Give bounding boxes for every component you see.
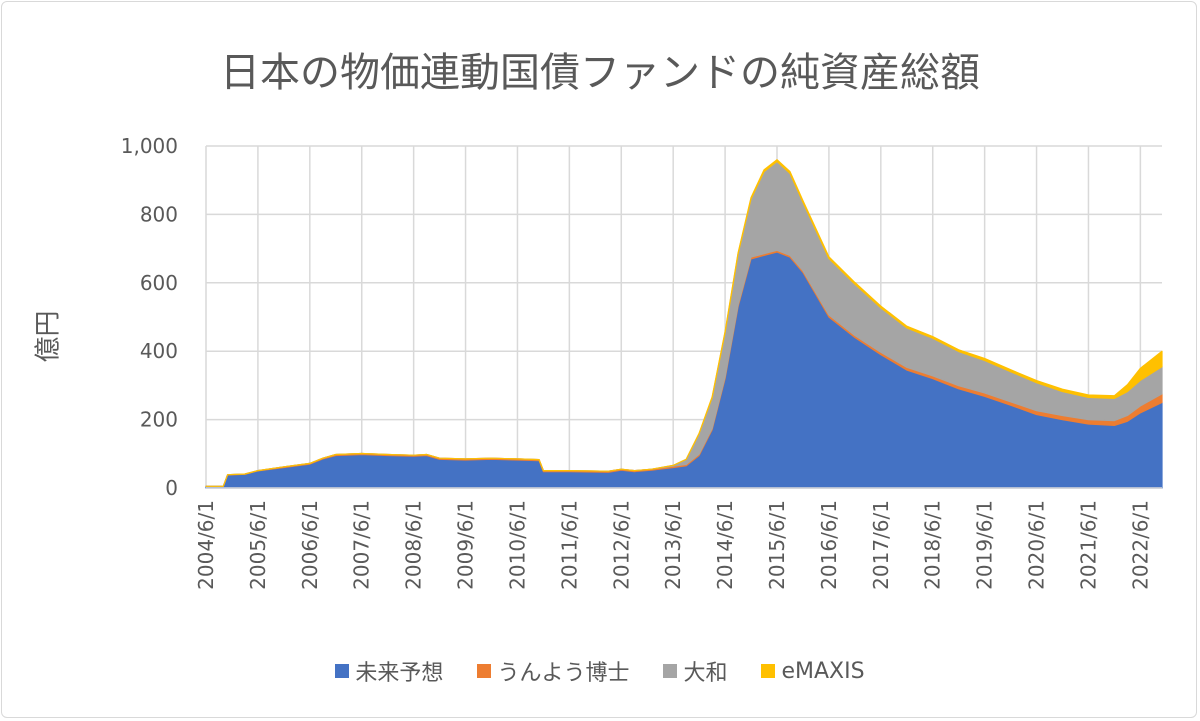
legend-item: 未来予想 bbox=[335, 655, 443, 687]
y-tick-label: 800 bbox=[140, 202, 178, 226]
x-tick-label: 2013/6/1 bbox=[661, 500, 685, 590]
legend-item: eMAXIS bbox=[761, 655, 865, 687]
y-tick-label: 1,000 bbox=[121, 134, 178, 158]
x-tick-label: 2016/6/1 bbox=[817, 500, 841, 590]
x-tick-label: 2018/6/1 bbox=[921, 500, 945, 590]
x-tick-label: 2012/6/1 bbox=[609, 500, 633, 590]
legend-swatch bbox=[761, 664, 776, 678]
x-tick-label: 2022/6/1 bbox=[1128, 500, 1152, 590]
chart-title: 日本の物価連動国債ファンドの純資産総額 bbox=[220, 50, 980, 96]
legend-label: 大和 bbox=[683, 661, 728, 686]
legend-swatch bbox=[335, 664, 350, 678]
x-tick-label: 2008/6/1 bbox=[402, 500, 426, 590]
legend-item: 大和 bbox=[663, 655, 727, 687]
legend-label: 未来予想 bbox=[355, 661, 444, 686]
x-tick-label: 2009/6/1 bbox=[454, 500, 478, 590]
x-tick-label: 2006/6/1 bbox=[298, 500, 322, 590]
y-tick-label: 400 bbox=[140, 339, 178, 363]
y-tick-label: 600 bbox=[140, 271, 178, 295]
x-tick-label: 2020/6/1 bbox=[1025, 500, 1049, 590]
x-tick-label: 2019/6/1 bbox=[973, 500, 997, 590]
y-tick-label: 200 bbox=[140, 408, 178, 432]
area-emaxis bbox=[205, 159, 1163, 487]
x-tick-label: 2017/6/1 bbox=[869, 500, 893, 590]
x-tick-label: 2011/6/1 bbox=[557, 500, 581, 590]
x-tick-label: 2014/6/1 bbox=[713, 500, 737, 590]
x-tick-label: 2004/6/1 bbox=[194, 500, 218, 590]
legend-label: eMAXIS bbox=[781, 658, 865, 684]
legend-swatch bbox=[477, 664, 492, 678]
x-tick-label: 2010/6/1 bbox=[505, 500, 529, 590]
legend-item: うんよう博士 bbox=[477, 655, 629, 687]
legend-label: うんよう博士 bbox=[497, 661, 630, 686]
y-tick-label: 0 bbox=[165, 476, 178, 500]
area-mirai-yosou bbox=[205, 251, 1163, 489]
x-tick-label: 2021/6/1 bbox=[1076, 500, 1100, 590]
x-tick-label: 2015/6/1 bbox=[765, 500, 789, 590]
x-tick-label: 2007/6/1 bbox=[350, 500, 374, 590]
legend: 未来予想 うんよう博士 大和 eMAXIS bbox=[0, 655, 1200, 687]
legend-swatch bbox=[663, 664, 678, 678]
x-tick-label: 2005/6/1 bbox=[246, 500, 270, 590]
